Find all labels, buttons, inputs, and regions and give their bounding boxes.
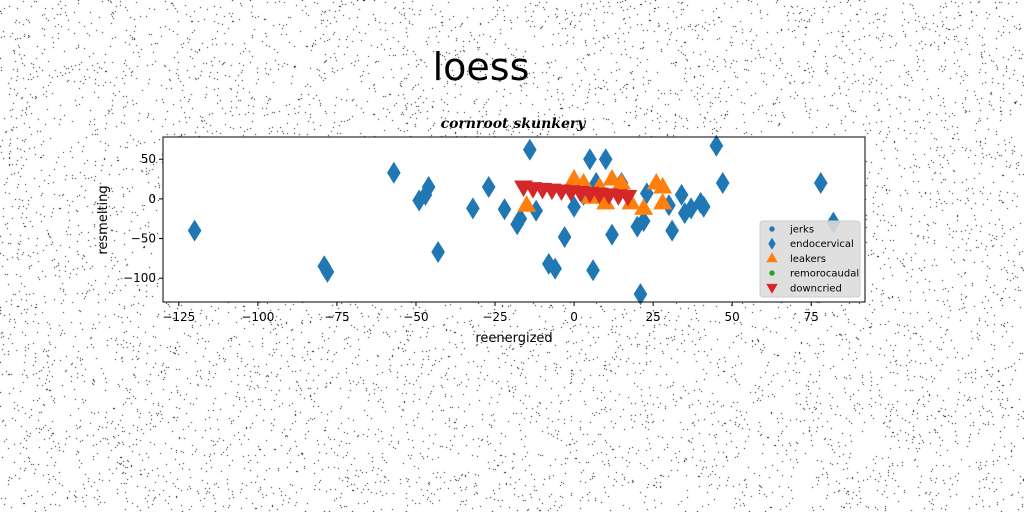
legend-label-remorocaudal: remorocaudal [790, 269, 859, 280]
data-point-endocervical [586, 259, 600, 282]
data-point-endocervical [466, 197, 480, 220]
data-point-endocervical [320, 260, 335, 283]
data-point-endocervical [421, 175, 436, 198]
y-tick-label: 50 [141, 152, 156, 166]
data-point-leakers [653, 176, 673, 194]
legend-label-endocervical: endocervical [790, 239, 854, 250]
data-point-endocervical [431, 241, 445, 264]
x-tick-label: −50 [403, 310, 428, 324]
data-point-endocervical [674, 183, 689, 206]
legend-label-leakers: leakers [790, 254, 826, 265]
data-point-endocervical [583, 148, 597, 171]
x-tick-label: −25 [482, 310, 507, 324]
data-point-leakers [653, 192, 673, 210]
data-point-endocervical [187, 219, 202, 242]
data-point-endocervical [513, 207, 528, 230]
data-point-leakers [517, 195, 537, 212]
data-point-endocervical [598, 148, 613, 171]
data-point-endocervical [636, 210, 651, 233]
data-point-endocervical [567, 195, 581, 218]
x-axis: −125 −100 −75 −50 −25 0 25 50 75 [162, 302, 819, 324]
data-point-endocervical [548, 257, 562, 280]
data-point-endocervical [630, 215, 645, 238]
data-point-endocervical [639, 182, 654, 205]
x-tick-label: −100 [241, 310, 274, 324]
data-point-leakers [596, 192, 616, 210]
legend: jerks endocervical leakers remorocaudal down… [759, 220, 861, 298]
x-tick-label: 75 [804, 310, 819, 324]
legend-marker-jerks [769, 226, 775, 232]
data-point-endocervical [715, 172, 730, 195]
data-point-endocervical [529, 199, 543, 222]
data-point-endocervical [497, 198, 512, 221]
data-point-endocervical [387, 161, 401, 184]
x-tick-label: −75 [324, 310, 349, 324]
figure-suptitle: loess [433, 45, 530, 89]
data-point-endocervical [605, 223, 619, 246]
data-point-leakers [621, 192, 641, 210]
y-tick-label: −100 [123, 271, 156, 285]
legend-label-downcried: downcried [790, 283, 842, 294]
data-marks [187, 134, 841, 306]
legend-marker-remorocaudal [769, 270, 775, 276]
x-tick-label: 0 [570, 310, 578, 324]
data-point-endocervical [481, 175, 496, 198]
data-point-endocervical [696, 195, 711, 218]
chart-title: cornroot skunkery [441, 116, 587, 132]
data-point-endocervical [633, 283, 648, 306]
legend-marker-leakers [766, 252, 778, 263]
legend-box [759, 220, 861, 298]
y-axis-label: resmelting [96, 185, 111, 254]
data-point-downcried [618, 189, 638, 207]
data-point-endocervical [684, 197, 698, 220]
x-tick-label: −125 [162, 310, 195, 324]
data-point-endocervical [709, 134, 724, 157]
legend-label-jerks: jerks [789, 225, 814, 236]
data-point-endocervical [522, 138, 537, 161]
y-axis: −100 −50 0 50 [123, 152, 163, 285]
data-point-endocervical [813, 172, 828, 195]
x-axis-label: reenergized [475, 331, 552, 346]
x-tick-label: 25 [645, 310, 660, 324]
legend-marker-endocervical [768, 237, 776, 250]
y-tick-label: 0 [148, 192, 156, 206]
series-downcried [513, 180, 638, 207]
data-point-leakers [612, 173, 632, 190]
y-tick-label: −50 [131, 232, 156, 246]
data-point-leakers [634, 198, 654, 215]
data-point-endocervical [557, 225, 572, 248]
plot-frame [162, 136, 866, 303]
x-tick-label: 50 [725, 310, 740, 324]
data-point-endocervical [665, 219, 679, 242]
legend-marker-downcried [766, 283, 778, 294]
